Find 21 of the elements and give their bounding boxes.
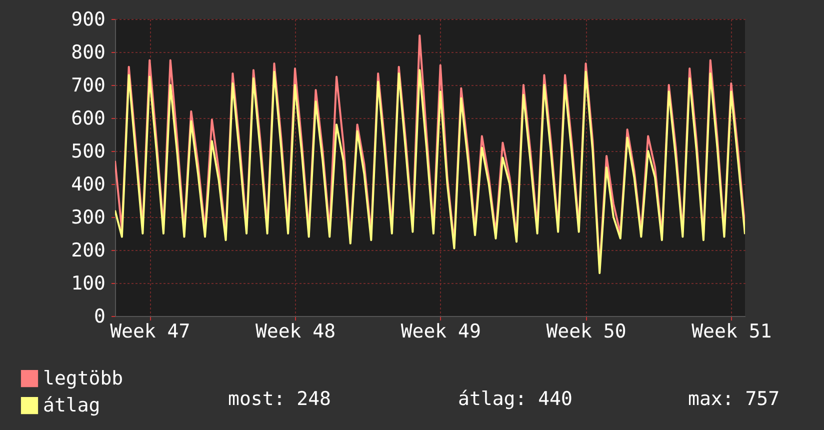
- x-tick-label: Week 51: [692, 320, 772, 342]
- text: max: 757: [688, 388, 781, 410]
- y-tick-label: 700: [71, 74, 106, 96]
- y-tick-label: 100: [71, 272, 106, 294]
- x-tick-label: Week 50: [546, 320, 626, 342]
- legend-label: átlag: [43, 394, 100, 416]
- y-tick-label: 0: [94, 306, 106, 328]
- y-tick-label: 600: [71, 108, 106, 130]
- y-tick-label: 300: [71, 206, 106, 228]
- x-tick-label: Week 47: [110, 320, 190, 342]
- x-tick-label: Week 49: [400, 320, 481, 342]
- y-tick-label: 900: [71, 8, 106, 30]
- y-tick-label: 800: [71, 42, 106, 64]
- y-tick-label: 200: [71, 240, 106, 262]
- y-tick-label: 500: [71, 140, 106, 162]
- legend-label: legtöbb: [43, 368, 124, 390]
- text: most: 248: [228, 388, 332, 410]
- line-series: [115, 69, 745, 274]
- text: átlag: 440: [458, 388, 574, 410]
- x-tick-label: Week 48: [255, 320, 336, 342]
- y-tick-label: 400: [71, 174, 106, 196]
